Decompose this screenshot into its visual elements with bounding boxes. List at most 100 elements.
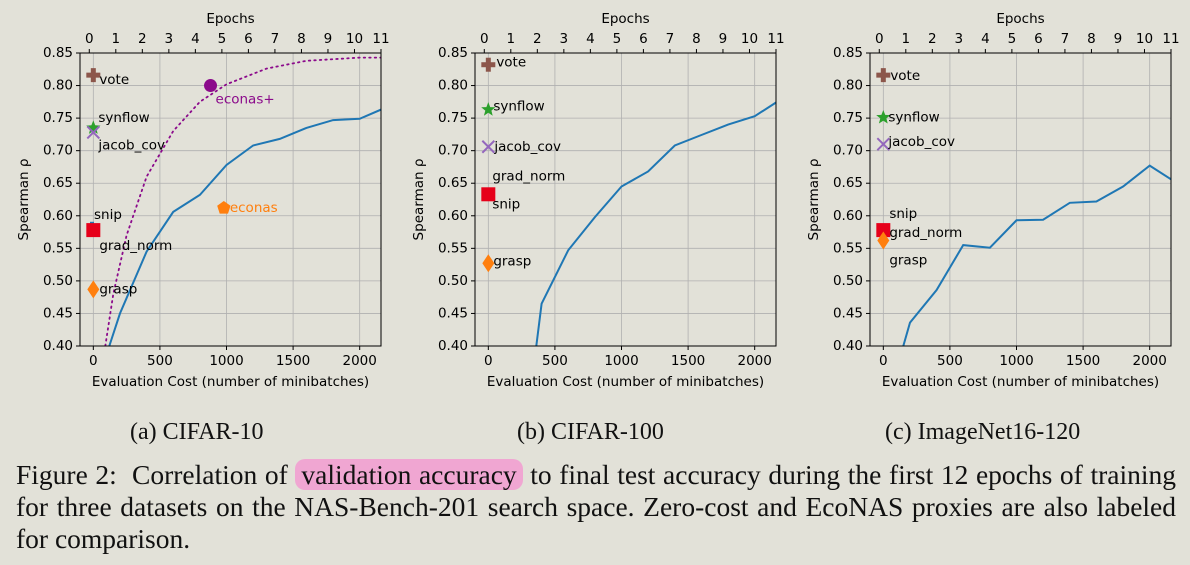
- marker-grasp: [877, 231, 890, 250]
- top-tick-label: 0: [85, 31, 94, 47]
- top-tick-label: 11: [1162, 31, 1179, 47]
- marker-label-synflow: synflow: [888, 109, 939, 125]
- top-tick-label: 6: [244, 31, 253, 47]
- y-tick-label: 0.40: [43, 338, 73, 354]
- x-tick-label: 0: [879, 353, 888, 369]
- y-axis-title: Spearman ρ: [16, 159, 32, 241]
- y-tick-label: 0.65: [438, 175, 468, 191]
- top-tick-label: 5: [1008, 31, 1017, 47]
- top-tick-label: 9: [324, 31, 333, 47]
- figure-caption: Figure 2: Correlation of validation accu…: [16, 459, 1176, 555]
- marker-vote: [481, 57, 496, 72]
- y-tick-label: 0.75: [833, 110, 863, 126]
- y-tick-label: 0.60: [833, 208, 863, 224]
- y-tick-label: 0.85: [438, 45, 468, 61]
- top-tick-label: 5: [613, 31, 622, 47]
- y-tick-label: 0.80: [833, 78, 863, 94]
- x-tick-label: 0: [484, 353, 493, 369]
- top-tick-label: 8: [297, 31, 306, 47]
- x-tick-label: 0: [89, 353, 98, 369]
- marker-label-grasp: grasp: [99, 281, 137, 297]
- series-line-0: [902, 164, 1171, 346]
- marker-vote: [876, 68, 891, 83]
- marker-label-vote: vote: [496, 55, 526, 71]
- marker-label-jacob_cov: jacob_cov: [887, 134, 955, 150]
- top-tick-label: 6: [1034, 31, 1043, 47]
- marker-econas-plus: [204, 79, 218, 93]
- marker-label-jacob_cov: jacob_cov: [493, 139, 561, 155]
- y-tick-label: 0.50: [833, 273, 863, 289]
- top-tick-label: 4: [981, 31, 990, 47]
- marker-vote: [86, 68, 101, 83]
- marker-label-grasp: grasp: [493, 253, 531, 269]
- top-tick-label: 4: [191, 31, 200, 47]
- y-tick-label: 0.70: [43, 143, 73, 159]
- marker-grad_norm: [876, 223, 891, 238]
- marker-jacob_cov: [86, 125, 101, 140]
- marker-label-snip: snip: [94, 207, 122, 223]
- marker-label-vote: vote: [890, 68, 920, 84]
- caption-pre: Correlation of: [132, 459, 288, 490]
- marker-grasp: [87, 280, 100, 299]
- x-tick-label: 500: [542, 353, 568, 369]
- y-tick-label: 0.65: [833, 175, 863, 191]
- top-tick-label: 10: [741, 31, 758, 47]
- top-tick-label: 3: [165, 31, 174, 47]
- y-tick-label: 0.45: [438, 305, 468, 321]
- x-tick-label: 2000: [1133, 353, 1167, 369]
- marker-label-synflow: synflow: [493, 99, 544, 115]
- y-tick-label: 0.85: [833, 45, 863, 61]
- top-tick-label: 11: [767, 31, 784, 47]
- marker-label-grad_norm: grad_norm: [492, 168, 565, 184]
- top-tick-label: 8: [692, 31, 701, 47]
- y-tick-label: 0.70: [833, 143, 863, 159]
- top-tick-label: 7: [1061, 31, 1070, 47]
- y-tick-label: 0.45: [833, 305, 863, 321]
- y-axis-title: Spearman ρ: [806, 159, 822, 241]
- marker-synflow: [876, 110, 891, 124]
- series-line-0: [535, 101, 776, 346]
- x-axis-title: Evaluation Cost (number of minibatches): [487, 374, 764, 390]
- caption-highlight: validation accuracy: [295, 459, 523, 490]
- caption-label: Figure 2:: [16, 459, 117, 490]
- grid: [870, 52, 1171, 347]
- marker-label-synflow: synflow: [98, 110, 149, 126]
- top-tick-label: 3: [560, 31, 569, 47]
- x-tick-label: 1500: [276, 353, 310, 369]
- top-tick-label: 10: [1136, 31, 1153, 47]
- y-tick-label: 0.85: [43, 45, 73, 61]
- marker-synflow: [481, 102, 496, 116]
- x-tick-label: 1000: [604, 353, 638, 369]
- top-tick-label: 8: [1087, 31, 1096, 47]
- y-tick-label: 0.55: [438, 240, 468, 256]
- top-tick-label: 2: [533, 31, 542, 47]
- top-tick-label: 0: [480, 31, 489, 47]
- y-axis-title: Spearman ρ: [411, 159, 427, 241]
- x-tick-label: 1000: [999, 353, 1033, 369]
- y-tick-label: 0.80: [43, 78, 73, 94]
- top-tick-label: 5: [218, 31, 227, 47]
- top-tick-label: 2: [928, 31, 937, 47]
- y-tick-label: 0.75: [438, 110, 468, 126]
- marker-label-grasp: grasp: [889, 253, 927, 269]
- marker-label-jacob_cov: jacob_cov: [97, 137, 165, 153]
- top-tick-label: 2: [138, 31, 147, 47]
- y-tick-label: 0.80: [438, 78, 468, 94]
- marker-grasp: [482, 254, 495, 273]
- top-tick-label: 7: [666, 31, 675, 47]
- caption-post: to final test accuracy during the first …: [16, 459, 1176, 554]
- x-tick-label: 500: [147, 353, 173, 369]
- y-tick-label: 0.65: [43, 175, 73, 191]
- plot-frame: [79, 52, 382, 347]
- marker-label-grad_norm: grad_norm: [889, 225, 962, 241]
- y-tick-label: 0.70: [438, 143, 468, 159]
- marker-label-snip: snip: [492, 196, 520, 212]
- top-tick-label: 9: [1114, 31, 1123, 47]
- marker-grad_norm: [481, 187, 496, 202]
- marker-label-snip: snip: [889, 206, 917, 222]
- y-tick-label: 0.40: [438, 338, 468, 354]
- top-tick-label: 11: [372, 31, 389, 47]
